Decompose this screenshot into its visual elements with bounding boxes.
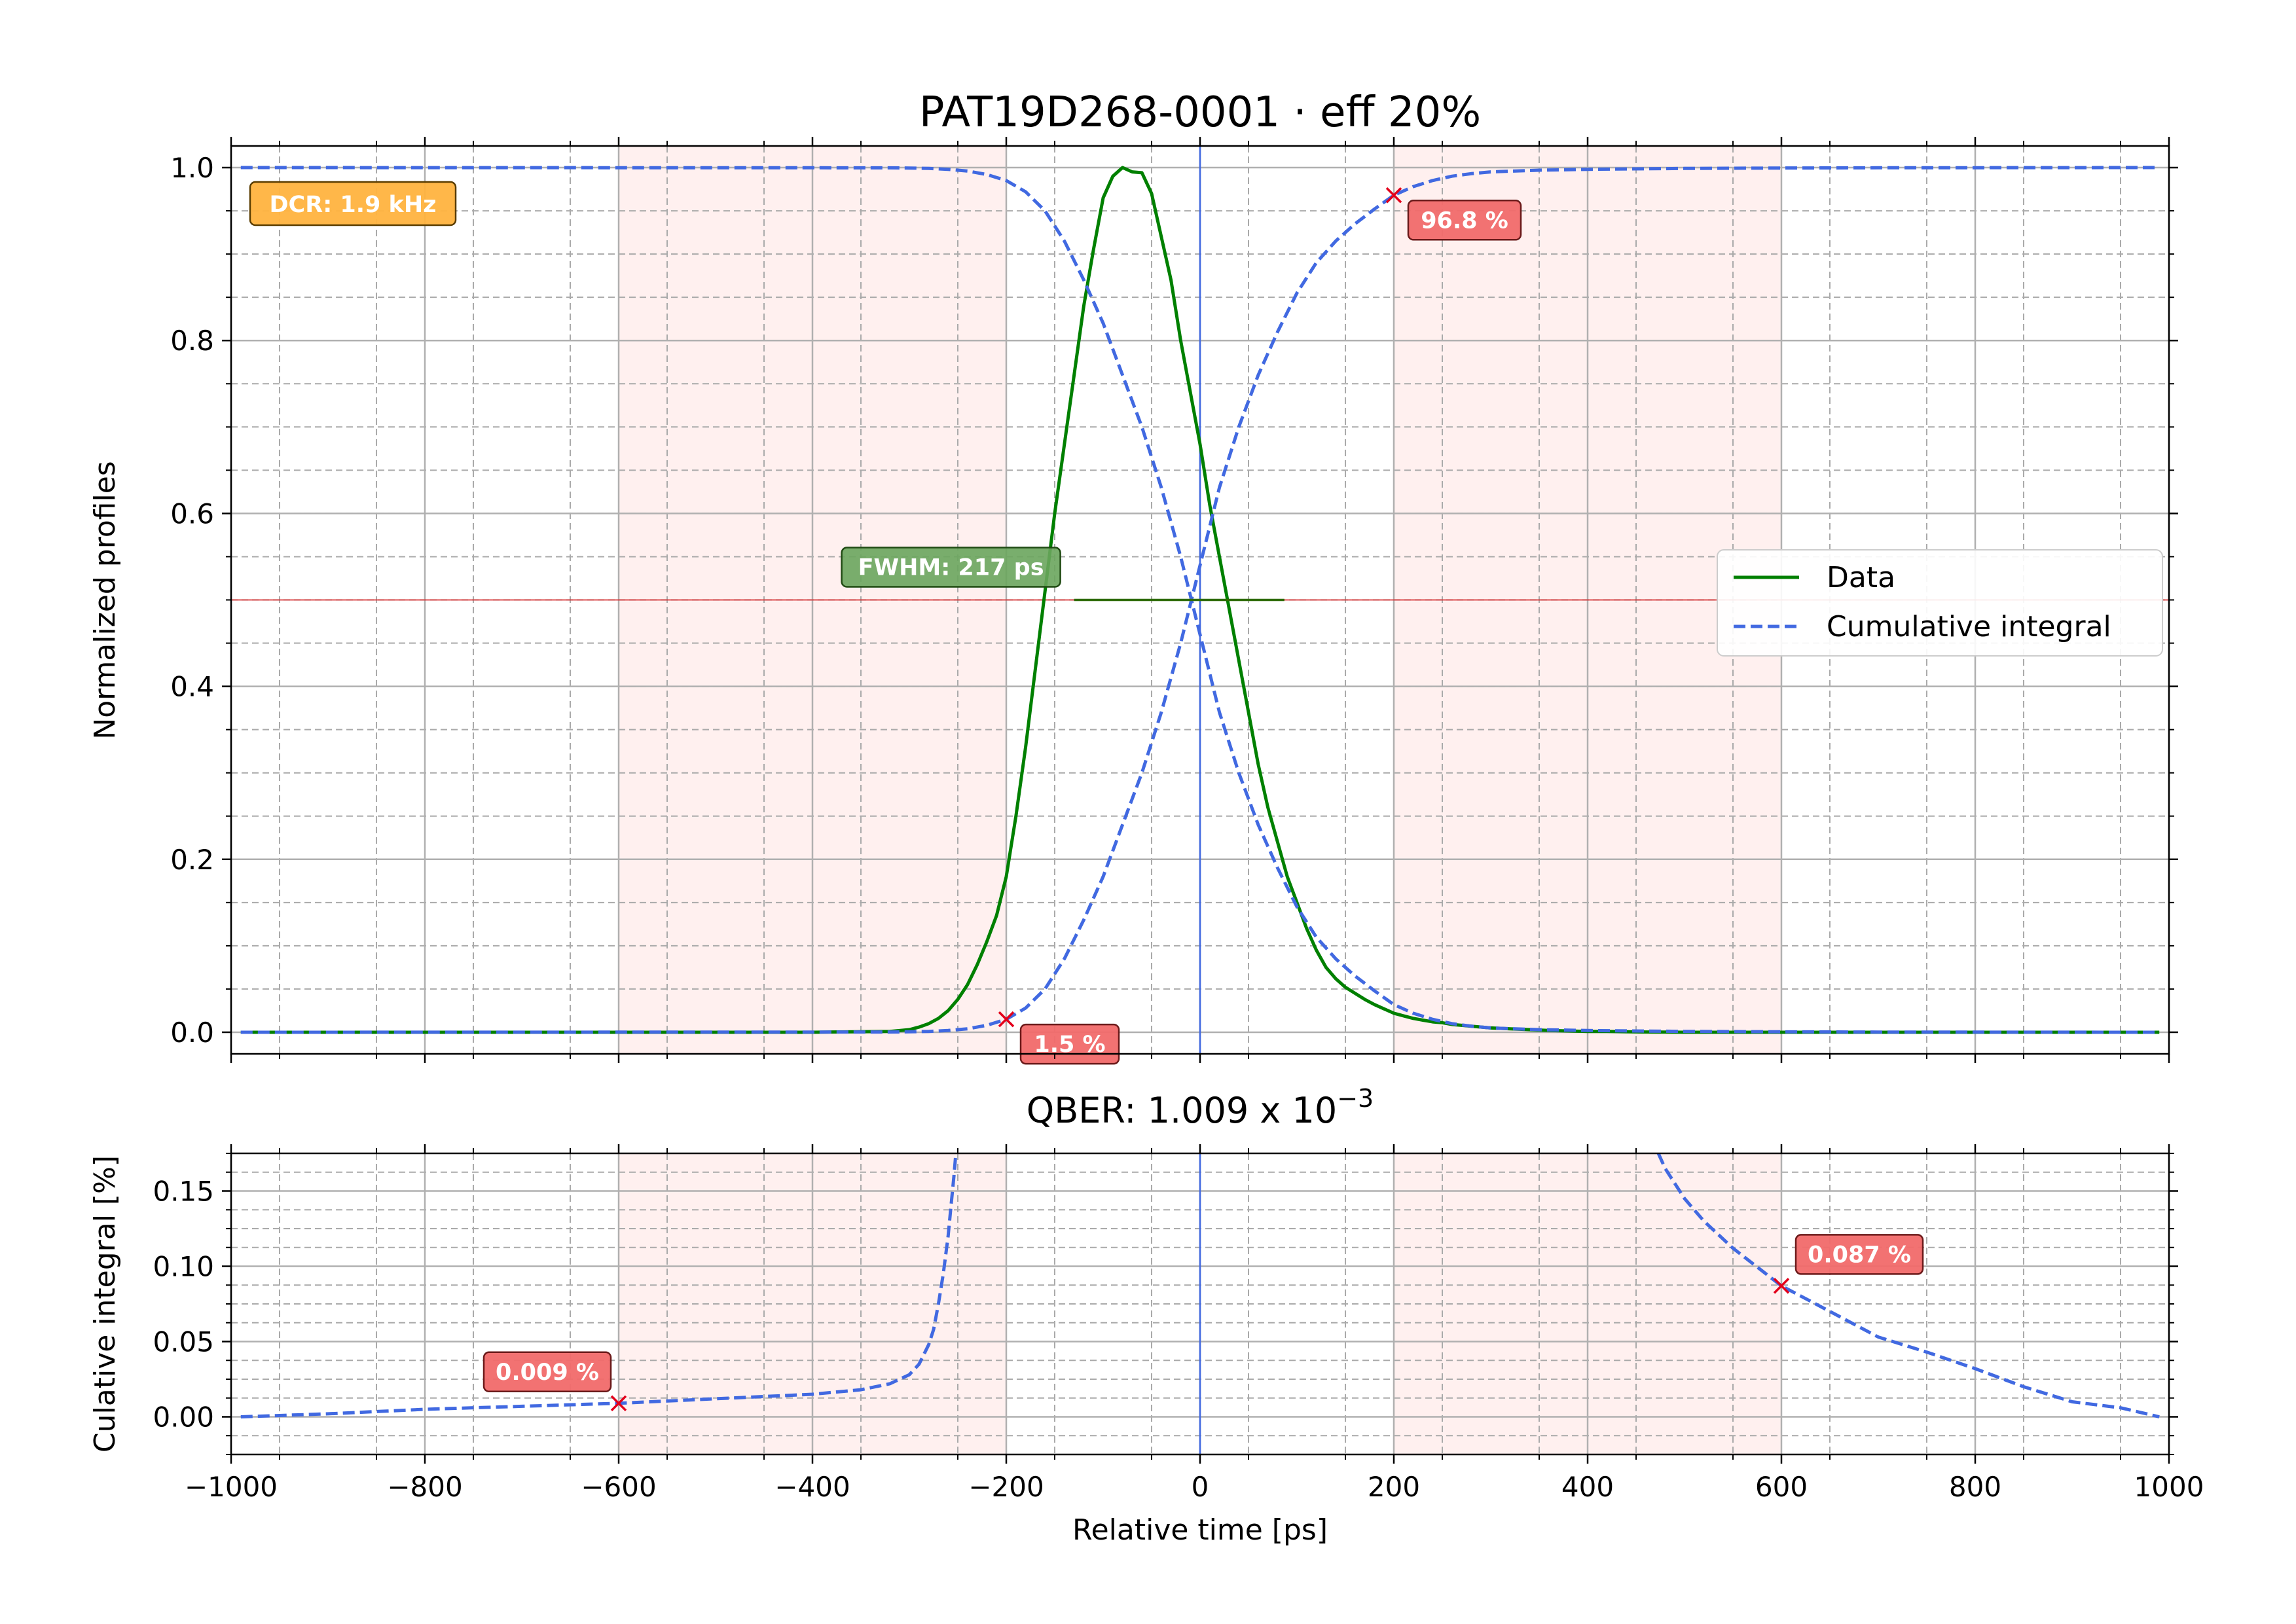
main-series-line-2 [240, 166, 2160, 1034]
qber-x-tick-label: 200 [1368, 1471, 1420, 1503]
fwhm-badge [841, 547, 1061, 588]
dcr-badge: DCR: 1.9 kHz [249, 181, 457, 226]
qber-marker-cross-0 [610, 1395, 627, 1412]
qber-panel: 0.009 % 0.087 % −1000 −800 −600 −400 −200 0 200… [88, 1084, 2204, 1547]
qber-percent-markers: 0.009 % 0.087 % [483, 1234, 1924, 1412]
legend-entry-data: Data [1827, 561, 1895, 594]
qber-x-tick-label: −200 [968, 1471, 1044, 1503]
qber-series [240, 1153, 2160, 1418]
legend-entry-cumulative: Cumulative integral [1827, 610, 2111, 643]
legend: Data Cumulative integral [1717, 549, 2163, 657]
qber-y-tick-label: 0.05 [153, 1326, 214, 1358]
qber-series-line-0 [240, 1153, 958, 1418]
qber-x-axis-label: Relative time [ps] [1072, 1513, 1328, 1547]
qber-ticks: −1000 −800 −600 −400 −200 0 200 400 600 800 1000 0.… [153, 1144, 2204, 1503]
main-title: PAT19D268-0001 · eff 20% [919, 88, 1481, 137]
qber-x-tick-label: −1000 [185, 1471, 278, 1503]
qber-marker-badge-0 [483, 1351, 612, 1393]
qber-title-text: QBER: 1.009 x 10 [1027, 1090, 1337, 1131]
qber-x-tick-label: 0 [1192, 1471, 1209, 1503]
main-y-tick-label: 0.6 [170, 497, 214, 530]
main-series-line-1 [240, 166, 2160, 1034]
main-panel: FWHM: 217 ps 1.5 %96.8 % 0.00.20.40.60.8… [88, 88, 2178, 1065]
qber-x-tick-label: 600 [1755, 1471, 1808, 1503]
main-y-tick-label: 0.8 [170, 325, 214, 357]
main-series [240, 166, 2160, 1034]
qber-x-tick-label: 800 [1949, 1471, 2001, 1503]
qber-x-tick-label: 1000 [2134, 1471, 2204, 1503]
main-y-tick-label: 1.0 [170, 152, 214, 184]
qber-marker-badge-1 [1795, 1234, 1924, 1275]
qber-x-tick-label: 400 [1561, 1471, 1614, 1503]
qber-marker-cross-1 [1773, 1278, 1790, 1294]
main-marker-label-1: 96.8 % [1421, 208, 1508, 234]
main-y-tick-label: 0.0 [170, 1017, 214, 1049]
qber-series-line-1 [1656, 1153, 2160, 1418]
qber-y-tick-label: 0.00 [153, 1401, 214, 1434]
qber-marker-label-1: 0.087 % [1808, 1242, 1911, 1268]
qber-title: QBER: 1.009 x 10−3 [1027, 1084, 1374, 1131]
qber-marker-label-0: 0.009 % [496, 1360, 599, 1386]
qber-title-exponent: −3 [1337, 1084, 1374, 1113]
main-y-axis-label: Normalized profiles [88, 461, 122, 739]
qber-x-tick-label: −400 [774, 1471, 850, 1503]
main-marker-cross-0 [998, 1011, 1015, 1028]
qber-y-tick-label: 0.15 [153, 1176, 214, 1208]
main-marker-badge-1 [1407, 200, 1522, 241]
main-series-line-0 [240, 166, 2160, 1034]
fwhm-marker: FWHM: 217 ps [841, 547, 1285, 602]
qber-y-axis-label: Culative integral [%] [88, 1155, 122, 1453]
main-y-tick-label: 0.2 [170, 844, 214, 876]
dcr-badge-label: DCR: 1.9 kHz [270, 192, 437, 218]
main-y-tick-label: 0.4 [170, 671, 214, 703]
qber-x-tick-label: −600 [581, 1471, 656, 1503]
fwhm-badge-label: FWHM: 217 ps [858, 555, 1044, 581]
qber-y-tick-label: 0.10 [153, 1251, 214, 1283]
qber-x-tick-label: −800 [387, 1471, 462, 1503]
main-marker-cross-1 [1385, 187, 1402, 204]
main-ticks: 0.0 0.2 0.4 0.6 0.8 1.0 [170, 137, 2178, 1063]
